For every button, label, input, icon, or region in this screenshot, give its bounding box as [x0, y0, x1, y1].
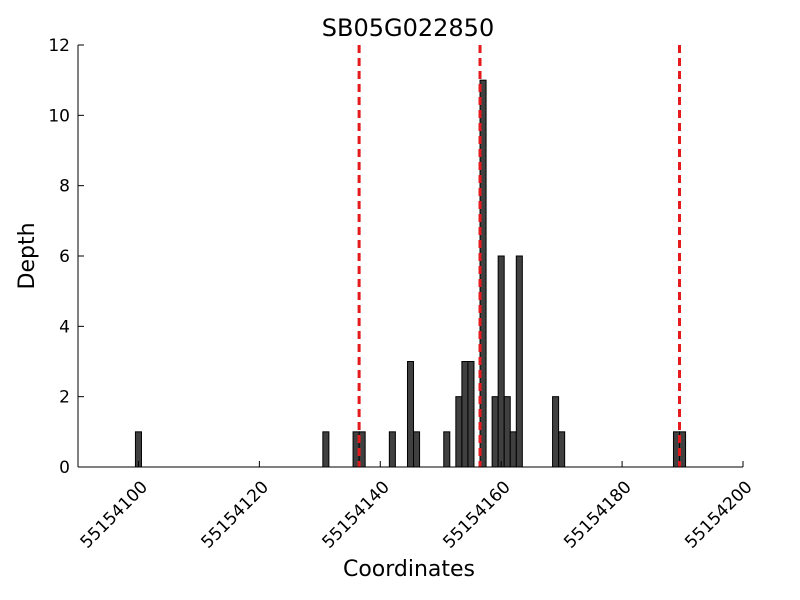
y-tick-label: 10	[48, 106, 70, 126]
bar	[406, 361, 415, 468]
chart-title: SB05G022850	[322, 14, 494, 42]
bar	[515, 255, 523, 468]
y-tick-label: 6	[59, 247, 70, 267]
bar	[552, 396, 560, 468]
bars-group	[134, 79, 687, 468]
bar	[509, 431, 517, 468]
x-tick-label: 55154140	[318, 477, 393, 552]
x-axis-title: Coordinates	[343, 557, 475, 582]
bar	[413, 431, 421, 468]
x-tick-label: 55154100	[77, 477, 152, 552]
bar	[443, 431, 451, 468]
y-tick-label: 2	[59, 388, 70, 408]
reference-lines-group	[357, 45, 682, 467]
bar	[497, 255, 505, 468]
y-tick-label: 8	[59, 177, 70, 197]
y-tick-label: 4	[59, 317, 70, 337]
y-axis-title: Depth	[15, 222, 40, 289]
bar	[558, 431, 566, 468]
ticks-group: 0 2 4 6 8 10 12 55154100 55154120 55154140 5515416…	[48, 36, 756, 553]
bar	[467, 361, 475, 468]
y-tick-label: 0	[59, 458, 70, 478]
x-tick-label: 55154160	[439, 477, 514, 552]
x-tick-label: 55154180	[560, 477, 635, 552]
bar	[461, 361, 469, 468]
x-tick-label: 55154120	[198, 477, 273, 552]
bar	[491, 396, 499, 468]
y-tick-label: 12	[48, 36, 70, 56]
bar	[455, 396, 463, 468]
bar	[388, 431, 396, 468]
bar	[322, 431, 330, 468]
x-tick-label: 55154200	[681, 477, 756, 552]
bar	[503, 396, 511, 468]
